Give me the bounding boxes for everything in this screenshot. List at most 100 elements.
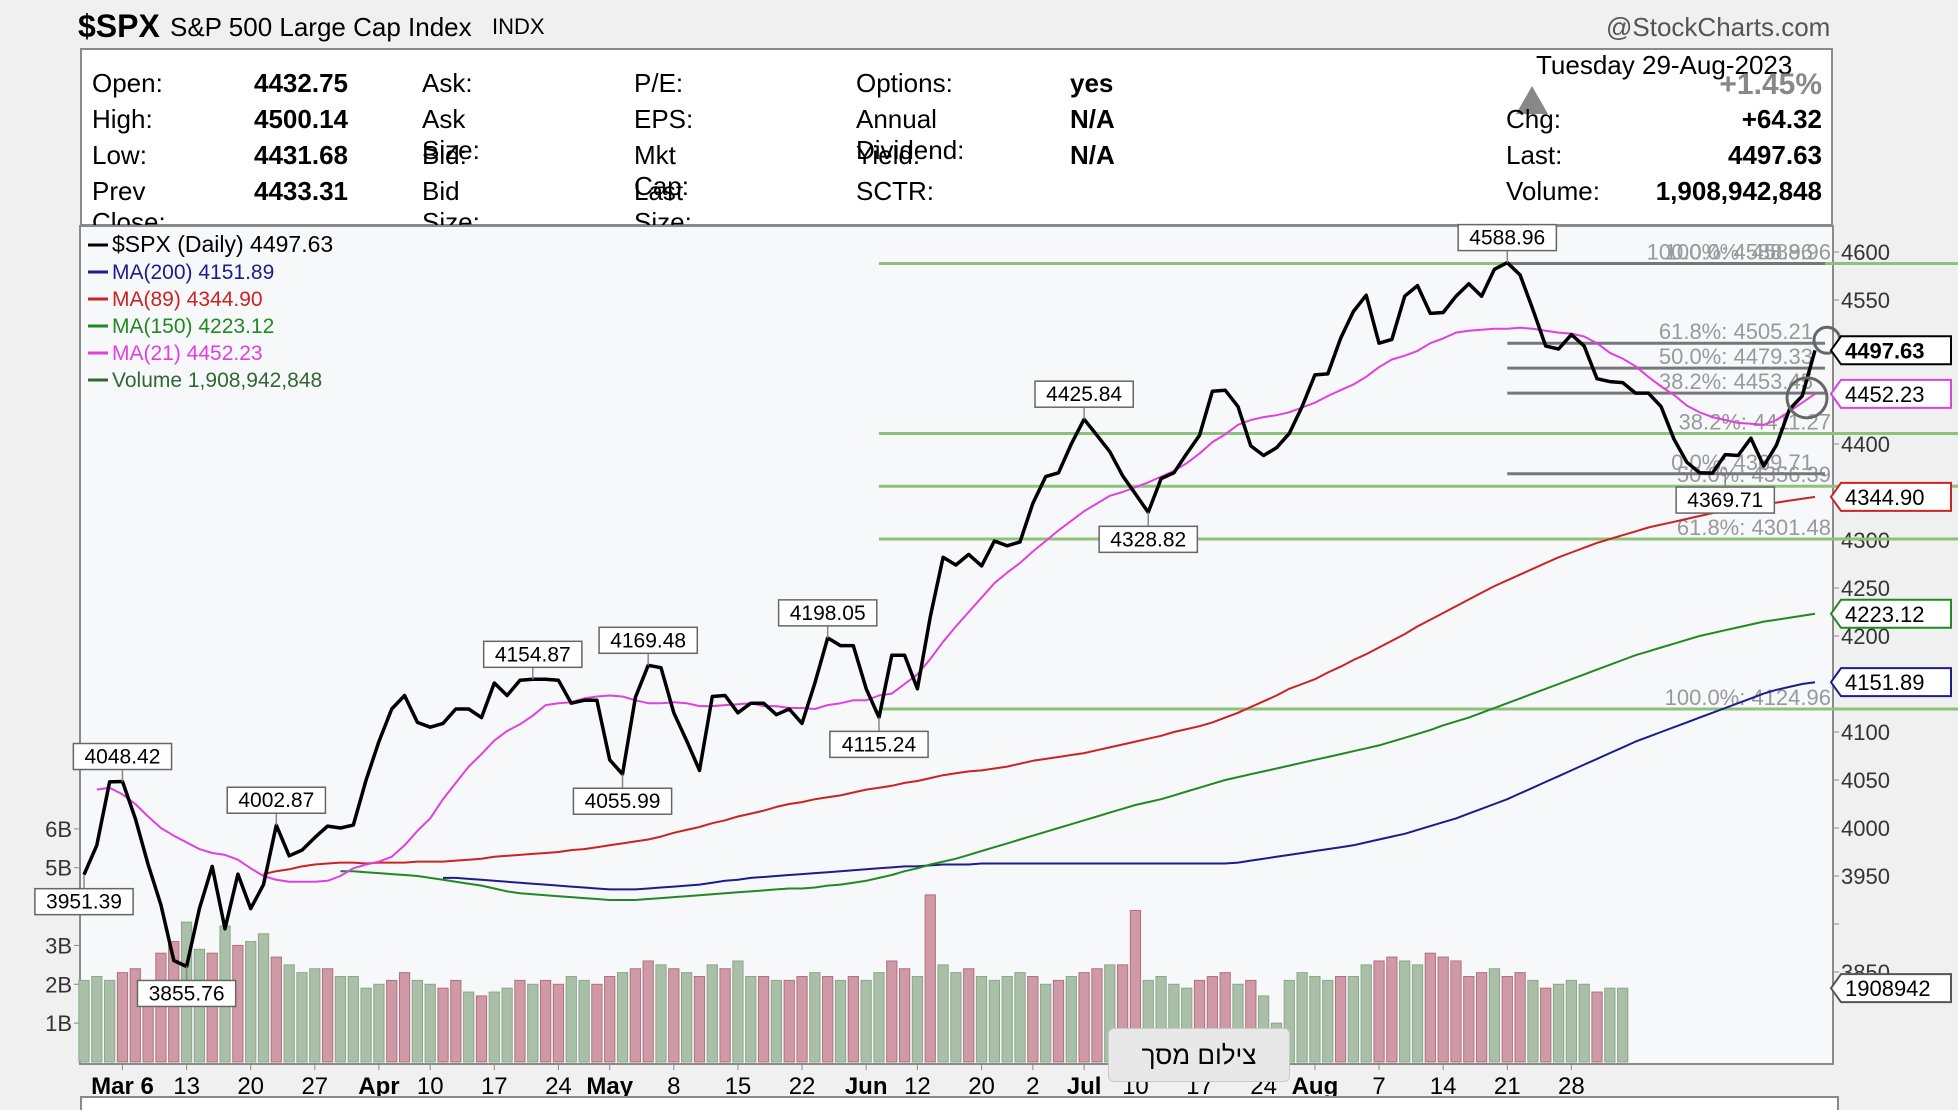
volume-bar (988, 979, 1001, 1063)
volume-bar (809, 972, 821, 1063)
fib-label: 61.8%: 4301.48 (1677, 515, 1831, 540)
volume-bar (706, 964, 718, 1063)
value-tag (1829, 598, 1952, 629)
volume-tick-label: 1B (45, 1011, 72, 1036)
volume-bar (860, 979, 872, 1063)
volume-bar (116, 972, 129, 1063)
volume-bar (1527, 979, 1539, 1063)
quote-value: yes (1070, 68, 1114, 98)
volume-bar (386, 979, 398, 1063)
plot-area (79, 225, 1834, 1065)
volume-bar (245, 941, 257, 1063)
volume-bar (347, 976, 359, 1063)
x-tick-label: May (586, 1073, 633, 1100)
callout-label: 4048.42 (85, 746, 161, 769)
fib-label: 50.0%: 4479.33 (1659, 344, 1813, 369)
volume-tick-label: 6B (45, 817, 72, 842)
y-tick-label: 4250 (1841, 576, 1890, 601)
y-tick-label: 4050 (1841, 768, 1890, 793)
volume-bar (796, 976, 808, 1063)
volume-bar (270, 956, 282, 1063)
volume-bar (604, 976, 616, 1063)
fib-label: 0.0%: 4369.71 (1671, 450, 1813, 475)
series-line-ma-200- (443, 681, 1816, 891)
callout-label: 4198.05 (790, 602, 866, 625)
volume-bar (1040, 983, 1052, 1063)
volume-bar (1578, 983, 1590, 1063)
x-tick-label: 13 (173, 1073, 200, 1100)
x-tick-label: 12 (904, 1073, 931, 1100)
volume-bar (1065, 976, 1077, 1063)
volume-bar (437, 987, 449, 1063)
y-tick-label: 4550 (1841, 288, 1890, 313)
volume-bar (1552, 983, 1565, 1063)
value-tag-label: 4223.12 (1845, 602, 1925, 627)
callout-label: 4425.84 (1046, 383, 1122, 406)
callout-box (34, 887, 134, 916)
volume-bar (321, 968, 334, 1063)
volume-bar (1450, 960, 1462, 1063)
quote-value: 4497.63 (1728, 140, 1822, 170)
volume-bar (757, 976, 770, 1063)
symbol: $SPX (78, 8, 160, 44)
volume-bar (1540, 987, 1552, 1063)
fib-label: 61.8%: 4505.21 (1659, 319, 1813, 344)
x-tick-label: 28 (1558, 1073, 1585, 1100)
up-triangle-icon (1516, 86, 1548, 114)
volume-bar (616, 972, 629, 1063)
x-tick-label: 10 (417, 1073, 444, 1100)
volume-bar (629, 968, 641, 1063)
x-tick-label: 21 (1494, 1073, 1521, 1100)
x-tick-label: Jun (845, 1073, 888, 1100)
x-tick-label: Apr (358, 1073, 399, 1100)
screenshot-tooltip[interactable]: צילום מסך (1108, 1028, 1290, 1082)
legend-entry: MA(21) 4452.23 (112, 342, 263, 365)
callout-box (1034, 380, 1134, 408)
quote-label: EPS: (634, 104, 694, 134)
callout-box (72, 742, 173, 771)
volume-bar (104, 979, 116, 1063)
callout-label: 4588.96 (1469, 227, 1545, 250)
volume-bar (206, 952, 218, 1063)
volume-bar (488, 991, 500, 1063)
series-line-ma-89- (263, 495, 1816, 876)
volume-tick-label: 5B (45, 856, 72, 881)
callout-box (1098, 525, 1199, 554)
quote-label: High: (92, 104, 153, 134)
legend-entry: Volume 1,908,942,848 (112, 369, 322, 392)
volume-bar (1617, 987, 1629, 1063)
volume-bar (1001, 976, 1013, 1063)
callout-label: 4002.87 (238, 789, 314, 812)
callout-box (777, 599, 878, 627)
quote-label: Bid: (422, 140, 467, 170)
series-line-ma-21- (96, 326, 1816, 883)
quote-label: Ask: (422, 68, 473, 98)
volume-bar (91, 976, 103, 1063)
y-tick-label: 3950 (1841, 864, 1890, 889)
fib-label: 100.0%: 4124.96 (1665, 685, 1831, 710)
volume-bar (975, 976, 988, 1063)
quote-label: Ask Size: (422, 104, 480, 165)
volume-bar (822, 976, 834, 1063)
volume-bar (668, 968, 680, 1063)
callout-box (482, 640, 583, 669)
volume-bar (475, 995, 488, 1063)
volume-bar (924, 894, 936, 1063)
volume-bar (1014, 972, 1026, 1063)
x-tick-label: 20 (968, 1073, 995, 1100)
x-tick-label: 24 (545, 1073, 572, 1100)
volume-bar (1424, 952, 1436, 1063)
quote-label: Open: (92, 68, 163, 98)
quote-value: 4433.31 (254, 176, 348, 206)
volume-bar (1565, 979, 1578, 1063)
series-line--spx-daily- (82, 260, 1817, 969)
quote-label: Volume: (1506, 176, 1600, 206)
volume-bar (732, 960, 744, 1063)
volume-bar (1347, 976, 1360, 1063)
x-tick-label: 2 (1026, 1073, 1039, 1100)
x-tick-label: 17 (481, 1073, 508, 1100)
volume-bar (873, 972, 885, 1063)
volume-bar (501, 987, 513, 1063)
x-tick-label: 8 (667, 1073, 680, 1100)
